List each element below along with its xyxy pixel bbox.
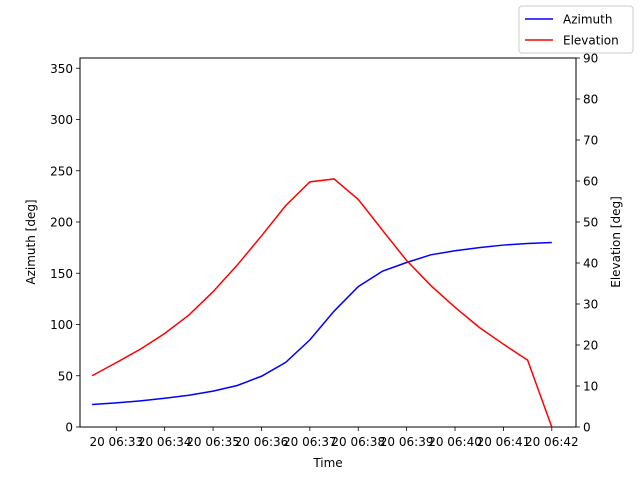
y-right-tick-label: 90 <box>583 52 598 66</box>
y-axis-left: 0 50 100 150 200 250 300 350 <box>50 62 80 435</box>
y-left-tick-label: 250 <box>50 164 73 178</box>
x-axis-label: Time <box>312 456 342 470</box>
y-axis-right-label: Elevation [deg] <box>609 196 623 288</box>
series-line-elevation <box>91 178 553 428</box>
y-left-tick-label: 100 <box>50 318 73 332</box>
x-tick-label: 20 06:34 <box>138 435 192 449</box>
plot-frame <box>79 57 577 428</box>
x-tick-label: 20 06:36 <box>235 435 289 449</box>
y-left-tick-label: 200 <box>50 216 73 230</box>
legend-label-elevation: Elevation <box>563 34 619 48</box>
y-left-tick-label: 0 <box>65 421 73 435</box>
legend-box <box>518 5 634 54</box>
x-tick-label: 20 06:40 <box>428 435 482 449</box>
x-tick-label: 20 06:39 <box>380 435 434 449</box>
series-line-azimuth <box>92 241 552 406</box>
x-tick-label: 20 06:33 <box>89 435 143 449</box>
y-left-tick-label: 350 <box>50 62 73 76</box>
x-tick-label: 20 06:35 <box>186 435 240 449</box>
y-axis-left-label: Azimuth [deg] <box>24 199 38 284</box>
y-right-tick-label: 60 <box>583 175 598 189</box>
y-axis-right: 0 10 20 30 40 50 60 70 80 90 <box>576 52 598 435</box>
x-tick-label: 20 06:37 <box>283 435 337 449</box>
y-left-tick-label: 50 <box>58 369 73 383</box>
y-left-tick-label: 300 <box>50 113 73 127</box>
y-right-tick-label: 80 <box>583 93 598 107</box>
y-right-tick-label: 70 <box>583 134 598 148</box>
plot-area-border <box>79 57 577 428</box>
x-tick-label: 20 06:38 <box>331 435 385 449</box>
y-right-tick-label: 10 <box>583 380 598 394</box>
y-right-tick-label: 20 <box>583 339 598 353</box>
y-left-tick-label: 150 <box>50 267 73 281</box>
x-tick-label: 20 06:42 <box>525 435 579 449</box>
legend-label-azimuth: Azimuth <box>563 13 612 27</box>
y-right-tick-label: 40 <box>583 257 598 271</box>
x-tick-label: 20 06:41 <box>477 435 531 449</box>
y-right-tick-label: 50 <box>583 216 598 230</box>
y-right-tick-label: 0 <box>583 421 591 435</box>
series-layer <box>91 178 553 428</box>
legend: Azimuth Elevation <box>518 5 634 54</box>
y-right-tick-label: 30 <box>583 298 598 312</box>
